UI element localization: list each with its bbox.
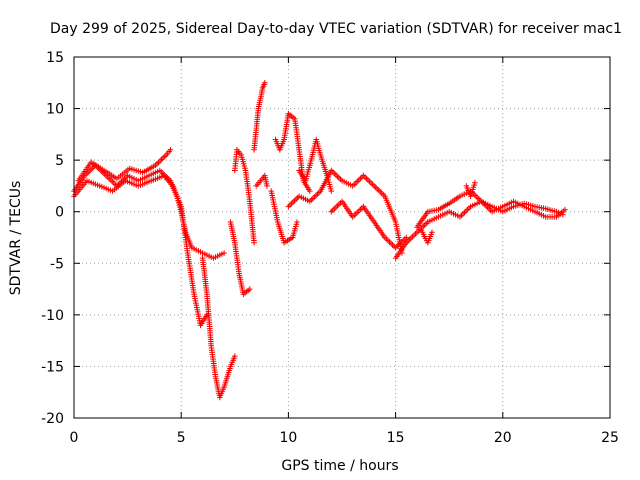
- data-point: [247, 286, 253, 292]
- data-point: [472, 180, 478, 186]
- data-point: [403, 234, 410, 241]
- chart-title: Day 299 of 2025, Sidereal Day-to-day VTE…: [50, 21, 622, 37]
- data-points: [71, 80, 568, 401]
- data-point: [562, 206, 568, 213]
- data-point: [167, 147, 174, 153]
- x-tick-label: 0: [70, 430, 79, 446]
- x-tick-label: 5: [177, 430, 186, 446]
- y-tick-label: 5: [55, 153, 64, 169]
- data-point: [429, 229, 435, 236]
- y-tick-label: -10: [41, 308, 64, 324]
- x-axis-label: GPS time / hours: [281, 458, 398, 474]
- y-tick-label: 15: [46, 50, 64, 66]
- data-point: [264, 183, 270, 189]
- data-point: [307, 188, 313, 194]
- plot-frame: [73, 56, 611, 419]
- y-tick-label: -15: [41, 359, 64, 375]
- data-point: [328, 188, 335, 194]
- data-point: [251, 239, 257, 246]
- data-point: [221, 250, 227, 256]
- x-tick-label: 10: [279, 430, 297, 446]
- y-tick-label: 0: [55, 205, 64, 221]
- data-point: [232, 353, 238, 359]
- data-point: [262, 80, 268, 86]
- y-tick-label: -5: [50, 256, 64, 272]
- x-tick-label: 25: [601, 430, 619, 446]
- data-point: [294, 219, 300, 225]
- y-tick-label: 10: [46, 102, 64, 118]
- x-tick-label: 20: [494, 430, 512, 446]
- x-tick-label: 15: [387, 430, 405, 446]
- axis-ticks: 0 5 10 15 20 25 -20 -15 -10 -5 0 5 10 15: [41, 50, 619, 446]
- y-axis-label: SDTVAR / TECUs: [8, 181, 24, 296]
- y-tick-label: -20: [41, 411, 64, 427]
